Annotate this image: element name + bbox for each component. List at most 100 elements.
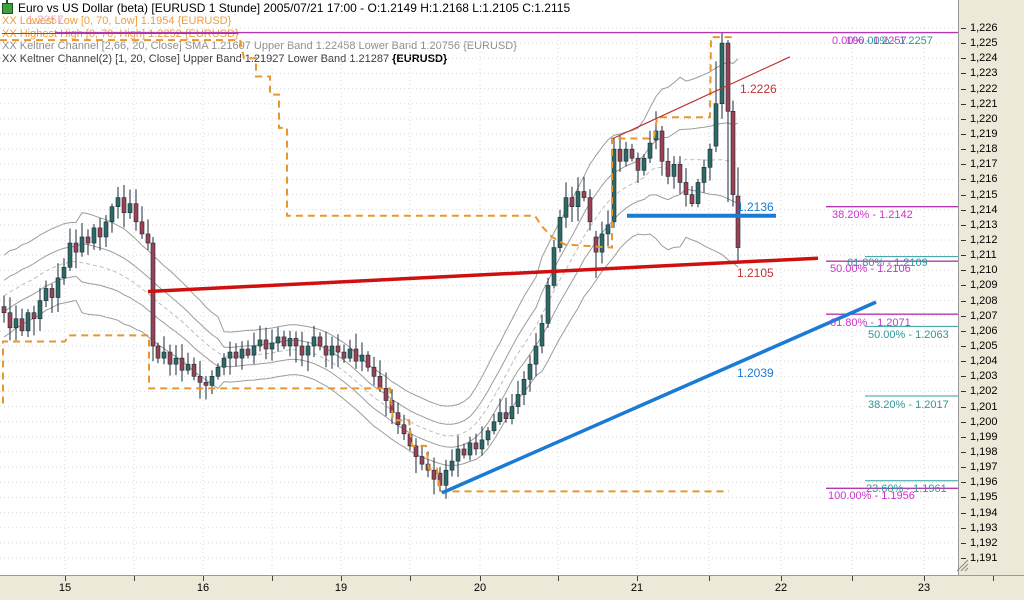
price-tick-label: 1,195 [970,491,998,504]
price-tick-mark [961,482,966,484]
price-tick-label: 1,209 [970,279,998,292]
price-tick-label: 1,214 [970,203,998,216]
time-axis[interactable]: 15 16 19 20 21 22 23 [0,575,1024,600]
price-tick: 1,202 [959,385,1024,397]
price-tick-label: 1,200 [970,415,998,428]
price-tick: 1,194 [959,507,1024,519]
price-tick: 1,209 [959,279,1024,291]
time-tick-label: 19 [334,582,348,594]
price-tick-mark [961,330,966,332]
price-tick: 1,196 [959,476,1024,488]
price-tick-label: 1,194 [970,506,998,519]
price-tick: 1,219 [959,128,1024,140]
price-tick: 1,200 [959,416,1024,428]
price-tick-label: 1,193 [970,521,998,534]
price-tick: 1,226 [959,22,1024,34]
price-tick-mark [961,346,966,347]
price-tick: 1,210 [959,264,1024,276]
chart-plot-area[interactable] [0,0,958,575]
price-tick: 1,222 [959,83,1024,95]
price-tick-mark [961,134,966,135]
price-tick-label: 1,215 [970,188,998,201]
price-tick-mark [961,421,966,423]
price-tick-label: 1,217 [970,158,998,171]
price-tick-label: 1,224 [970,52,998,65]
price-tick: 1,206 [959,325,1024,337]
time-tick-mark [852,576,853,581]
time-tick-label: 21 [630,582,644,594]
price-tick-label: 1,208 [970,294,998,307]
price-tick-mark [961,240,966,241]
price-tick-mark [961,88,966,90]
time-tick-label: 23 [917,582,931,594]
price-tick-mark [961,406,966,408]
axis-resize-grip[interactable] [956,559,970,573]
price-tick: 1,208 [959,295,1024,307]
time-tick-mark [781,576,782,581]
time-tick-label: 15 [58,582,72,594]
price-tick-mark [961,58,966,60]
price-tick: 1,203 [959,370,1024,382]
price-tick: 1,216 [959,173,1024,185]
time-tick-mark [341,576,342,581]
price-tick: 1,224 [959,52,1024,64]
price-tick-mark [961,391,966,393]
price-tick: 1,211 [959,249,1024,261]
price-tick-label: 1,210 [970,264,998,277]
time-tick-mark [558,576,559,581]
price-tick: 1,207 [959,310,1024,322]
price-tick-label: 1,213 [970,218,998,231]
study-keltner-channel-2[interactable]: XX Keltner Channel(2) [1, 20, Close] Upp… [2,52,448,65]
price-tick-label: 1,222 [970,82,998,95]
time-tick-mark [203,576,204,581]
price-tick-label: 1,211 [970,249,997,262]
price-tick-label: 1,212 [970,234,998,246]
price-tick: 1,225 [959,37,1024,49]
price-tick-label: 1,219 [970,128,998,140]
price-tick-mark [961,527,966,529]
study-highest-high[interactable]: XX Highest High [0, 70, High] 1.2252 {EU… [2,27,239,40]
price-tick: 1,195 [959,491,1024,503]
time-tick-mark [924,576,925,581]
price-tick-mark [961,255,966,257]
price-tick: 1,214 [959,204,1024,216]
study-keltner-channel-1[interactable]: XX Keltner Channel [2,66, 20, Close] SMA… [2,40,517,52]
price-tick-mark [961,558,966,559]
legend: Euro vs US Dollar (beta) [EURUSD 1 Stund… [2,0,571,65]
price-tick-label: 1,207 [970,309,998,322]
price-tick: 1,191 [959,552,1024,564]
price-axis[interactable]: 1,226 1,225 1,224 1,223 1,222 1,221 1,220 1,219… [958,0,1024,575]
price-tick-label: 1,206 [970,324,998,337]
price-tick-mark [961,194,966,196]
time-tick-mark [709,576,710,581]
price-tick-mark [961,467,966,469]
study-symbol-suffix: {EURUSD} [392,52,448,65]
time-tick-mark [272,576,273,581]
price-tick-label: 1,198 [970,446,998,458]
price-tick-mark [961,452,966,453]
price-tick: 1,215 [959,189,1024,201]
price-tick-mark [961,73,966,75]
price-tick-mark [961,209,966,211]
price-tick-mark [961,43,966,45]
price-tick-mark [961,224,966,226]
price-tick-label: 1,203 [970,370,998,383]
price-tick-label: 1,216 [970,173,998,186]
price-tick: 1,193 [959,522,1024,534]
price-tick: 1,199 [959,431,1024,443]
price-tick-label: 1,221 [970,97,998,110]
price-tick: 1,213 [959,219,1024,231]
price-tick-mark [961,315,966,317]
price-tick: 1,198 [959,446,1024,458]
chart-title: Euro vs US Dollar (beta) [EURUSD 1 Stund… [18,1,571,15]
price-tick: 1,218 [959,143,1024,155]
price-tick: 1,223 [959,67,1024,79]
price-tick-mark [961,376,966,378]
price-tick-label: 1,191 [970,552,998,564]
study-lowest-low[interactable]: XX Lowest Low [0, 70, Low] 1.1954 {EURUS… [2,15,232,27]
price-tick: 1,217 [959,158,1024,170]
price-tick-mark [961,270,966,272]
price-tick-mark [961,285,966,287]
price-tick-label: 1,226 [970,22,998,34]
